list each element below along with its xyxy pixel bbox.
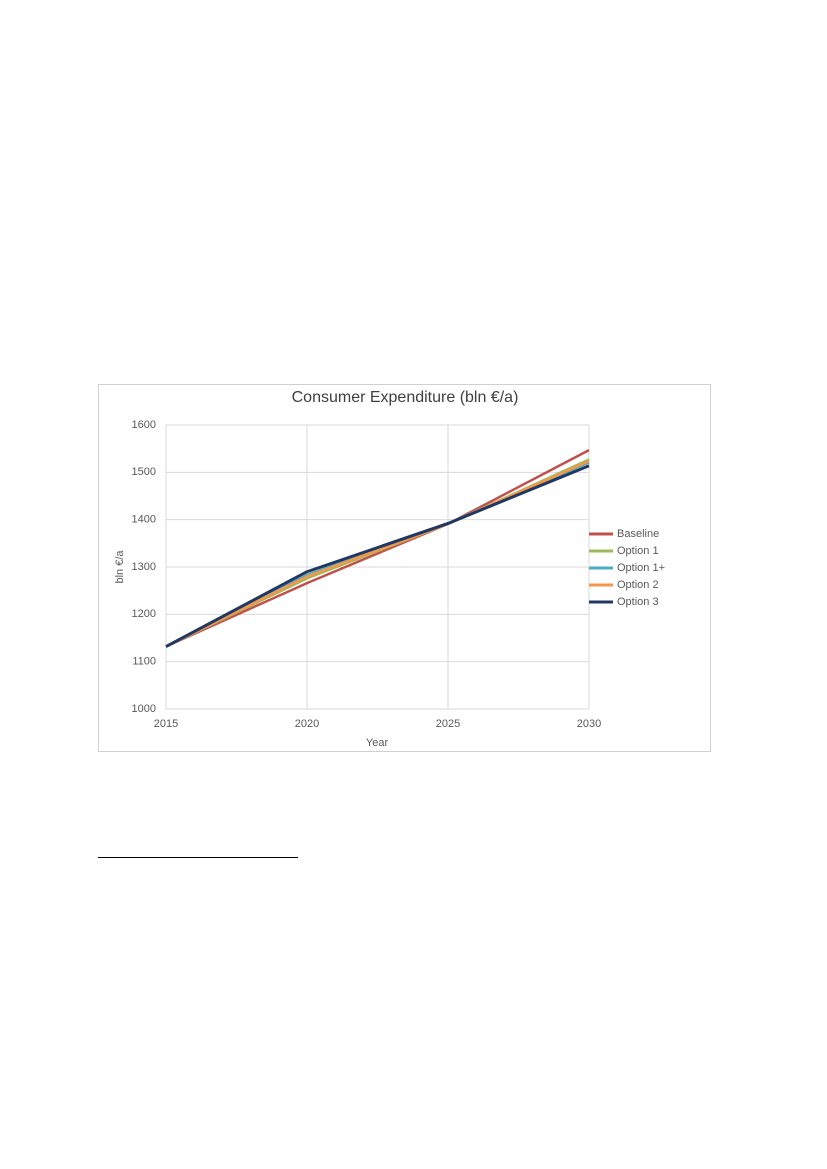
x-tick-label: 2015 <box>154 718 178 730</box>
x-tick-label: 2025 <box>436 718 460 730</box>
legend-label: Baseline <box>617 528 659 540</box>
legend-label: Option 3 <box>617 596 659 608</box>
y-tick-label: 1500 <box>132 466 156 478</box>
x-tick-label: 2020 <box>295 718 319 730</box>
series-line <box>165 459 590 648</box>
legend-label: Option 1+ <box>617 562 665 574</box>
legend-label: Option 2 <box>617 579 659 591</box>
y-axis-label: bln €/a <box>114 550 126 584</box>
y-tick-label: 1000 <box>132 703 156 715</box>
y-tick-label: 1200 <box>132 608 156 620</box>
y-tick-label: 1100 <box>132 656 156 668</box>
series-line <box>165 464 590 648</box>
y-tick-label: 1400 <box>132 514 156 526</box>
legend-label: Option 1 <box>617 545 659 557</box>
y-tick-label: 1300 <box>132 561 156 573</box>
chart-title: Consumer Expenditure (bln €/a) <box>292 389 519 406</box>
series-line <box>165 448 590 648</box>
x-tick-label: 2030 <box>577 718 601 730</box>
x-axis-label: Year <box>366 737 389 749</box>
y-tick-label: 1600 <box>132 419 156 431</box>
